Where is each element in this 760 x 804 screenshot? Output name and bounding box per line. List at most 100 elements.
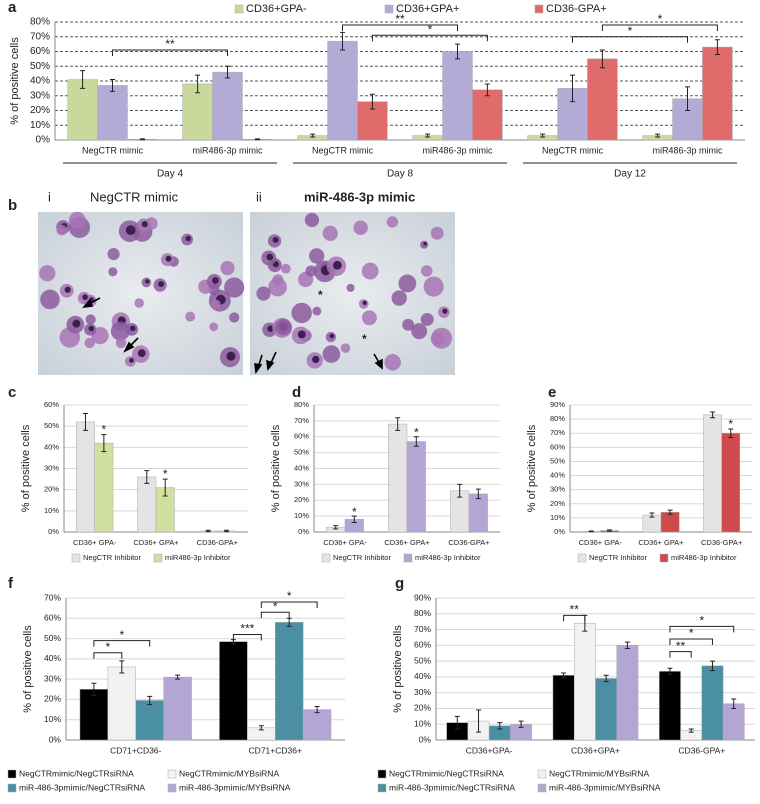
y-axis-label: % of positive cells	[526, 424, 538, 512]
error-bar	[476, 709, 482, 733]
nucleus	[165, 255, 172, 262]
bracket	[260, 611, 290, 619]
micrograph-caption: NegCTR mimic	[90, 189, 179, 204]
y-tick-label: 80%	[30, 17, 50, 28]
panel-label: c	[8, 384, 16, 401]
legend-swatch	[377, 783, 387, 793]
error-bar	[624, 641, 630, 649]
error-bar	[709, 660, 715, 672]
nucleus	[272, 236, 279, 243]
legend-label: NegCTR Inhibitor	[83, 553, 141, 562]
cell	[115, 337, 127, 349]
y-tick-label: 0%	[48, 527, 59, 536]
error-bar	[484, 83, 490, 97]
y-tick-label: 40%	[44, 442, 59, 451]
significance: *	[658, 12, 663, 26]
legend-label: miR486-3p Inhibitor	[165, 553, 231, 562]
bracket	[601, 24, 718, 31]
bar	[573, 622, 596, 741]
error-bar	[225, 65, 230, 79]
cell	[340, 343, 351, 353]
bar	[67, 79, 98, 141]
bar	[79, 689, 109, 741]
legend-label: NegCTRmimic/NegCTRsiRNA	[19, 768, 134, 778]
cell	[391, 290, 407, 306]
bar	[552, 675, 575, 741]
x-tick-label: miR486-3p mimic	[192, 145, 263, 155]
nucleus	[442, 308, 448, 314]
cell	[411, 323, 428, 340]
y-tick-label: 60%	[414, 640, 431, 650]
cell	[420, 312, 434, 326]
legend-swatch	[167, 769, 177, 779]
legend-swatch	[577, 553, 587, 563]
y-tick-label: 60%	[44, 613, 61, 623]
legend-swatch	[537, 769, 547, 779]
x-tick-label: CD36+ GPA-	[323, 538, 367, 547]
bar	[702, 46, 733, 141]
x-tick-label: CD36-GPA+	[701, 538, 743, 547]
legend-label: NegCTRmimic/NegCTRsiRNA	[389, 768, 504, 778]
x-tick-label: CD36+ GPA+	[384, 538, 430, 547]
nucleus	[185, 235, 191, 242]
y-tick-label: 20%	[414, 703, 431, 713]
significance: *	[728, 417, 733, 431]
bar	[137, 476, 157, 533]
bar	[388, 423, 408, 533]
x-tick-label: miR486-3p mimic	[652, 145, 723, 155]
error-bar	[286, 617, 292, 627]
error-bar	[731, 698, 737, 709]
cell	[291, 302, 312, 324]
legend-swatch	[659, 553, 669, 563]
cell	[220, 261, 235, 276]
error-bar	[655, 133, 661, 138]
nucleus	[226, 351, 236, 361]
significance: ***	[240, 622, 254, 636]
y-axis-label: % of positive cells	[270, 424, 282, 512]
nucleus	[137, 349, 146, 358]
y-tick-label: 60%	[550, 442, 565, 451]
arrows	[82, 297, 383, 375]
cell	[40, 289, 60, 310]
y-tick-label: 90%	[414, 592, 431, 602]
y-tick-label: 70%	[294, 416, 309, 425]
significance: *	[119, 628, 124, 642]
cell	[304, 212, 320, 228]
y-tick-label: 30%	[44, 463, 59, 472]
bracket	[93, 640, 151, 647]
significance: *	[273, 599, 278, 613]
y-tick-label: 0%	[419, 734, 432, 744]
nucleus	[82, 294, 88, 300]
bar	[659, 671, 681, 741]
y-tick-label: 50%	[414, 655, 431, 665]
bar	[135, 700, 164, 741]
significance: *	[287, 589, 292, 603]
bar	[468, 493, 488, 533]
nucleus	[88, 325, 94, 332]
nucleus	[211, 277, 219, 284]
legend-swatch	[167, 783, 177, 793]
bar	[212, 71, 243, 141]
nucleus	[329, 333, 335, 339]
legend-label: NegCTRmimic/MYBsiRNA	[179, 768, 279, 778]
legend-swatch	[377, 769, 387, 779]
y-tick-label: 20%	[550, 499, 565, 508]
legend-swatch	[7, 783, 17, 793]
bracket	[342, 24, 458, 31]
error-bar	[714, 39, 720, 55]
bracket	[572, 36, 688, 43]
legend-swatch	[234, 4, 244, 14]
bar	[587, 58, 618, 141]
bar	[76, 421, 95, 533]
group-label: Day 8	[387, 169, 414, 180]
bar	[472, 89, 503, 141]
x-tick-label: CD36+ GPA+	[133, 538, 179, 547]
error-bar	[497, 722, 503, 730]
y-tick-label: 30%	[30, 90, 50, 101]
legend-swatch	[534, 4, 544, 14]
error-bar	[82, 412, 88, 431]
error-bar	[457, 483, 463, 498]
y-tick-label: 0%	[36, 135, 51, 146]
bar	[327, 40, 358, 141]
bracket	[112, 49, 228, 57]
